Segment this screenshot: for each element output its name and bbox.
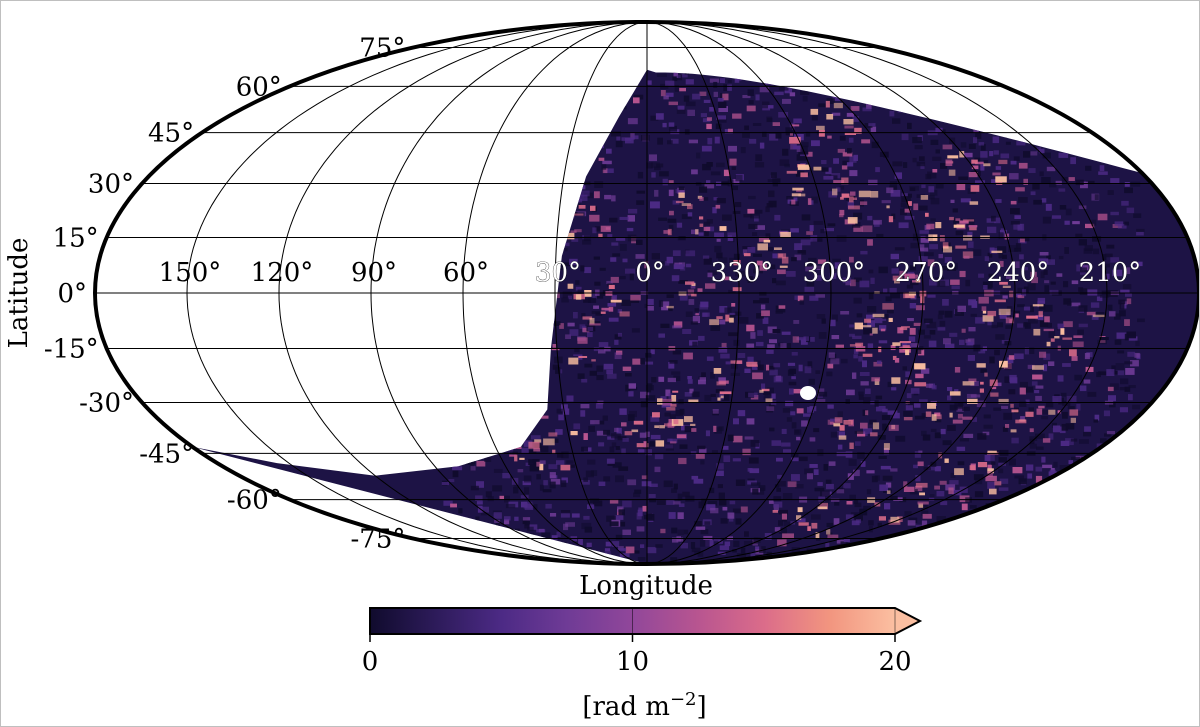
colorbar: 0 10 20 [rad m−2] xyxy=(362,607,923,722)
longitude-tick-label: 120° xyxy=(251,258,314,288)
colorbar-tick-label: 10 xyxy=(616,647,649,677)
graticule xyxy=(95,22,1199,564)
latitude-tick-label: -15° xyxy=(44,335,99,365)
longitude-tick-label: 270° xyxy=(895,258,958,288)
colorbar-tick-label: 20 xyxy=(878,647,911,677)
longitude-tick-labels: 150° 120° 90° 60° 30° 0° 330° 300° 270° 240° 210° xyxy=(159,258,1142,289)
latitude-tick-label: 45° xyxy=(148,119,194,149)
y-axis-label: Latitude xyxy=(4,238,34,349)
x-axis-label: Longitude xyxy=(579,571,713,601)
colorbar-tick-label: 0 xyxy=(362,647,379,677)
latitude-tick-label: -30° xyxy=(79,389,134,419)
meridian-line xyxy=(646,22,924,564)
latitude-tick-label: 60° xyxy=(236,72,282,102)
meridian-line xyxy=(646,22,1108,564)
longitude-tick-label: 240° xyxy=(987,258,1050,288)
meridian-line xyxy=(554,22,648,564)
masked-region xyxy=(800,386,816,400)
longitude-tick-label: 0° xyxy=(635,258,665,288)
latitude-tick-label: -60° xyxy=(227,486,282,516)
meridian-line xyxy=(278,22,648,564)
longitude-tick-label: 150° xyxy=(159,258,222,288)
latitude-tick-label: 0° xyxy=(57,279,87,309)
longitude-tick-label: 60° xyxy=(443,258,489,288)
longitude-tick-label: 30° xyxy=(535,258,581,288)
meridian-line xyxy=(186,22,648,564)
meridian-line xyxy=(646,22,1016,564)
longitude-tick-label: 90° xyxy=(351,258,397,288)
longitude-tick-label: 210° xyxy=(1079,258,1142,288)
meridian-line xyxy=(646,22,740,564)
meridian-line xyxy=(462,22,648,564)
colorbar-label: [rad m−2] xyxy=(582,689,706,722)
colorbar-extend-arrow xyxy=(895,608,920,634)
latitude-tick-label: -45° xyxy=(139,439,194,469)
latitude-tick-label: 15° xyxy=(53,224,99,254)
latitude-tick-labels: 75° 60° 45° 30° 15° 0° -15° -30°-45° -60° -75° xyxy=(44,34,406,555)
latitude-tick-label: 30° xyxy=(88,170,134,200)
longitude-tick-label: 330° xyxy=(711,258,774,288)
meridian-line xyxy=(370,22,648,564)
meridian-line xyxy=(646,22,832,564)
latitude-tick-label: -75° xyxy=(351,525,406,555)
longitude-tick-label: 300° xyxy=(803,258,866,288)
latitude-tick-label: 75° xyxy=(359,34,405,64)
